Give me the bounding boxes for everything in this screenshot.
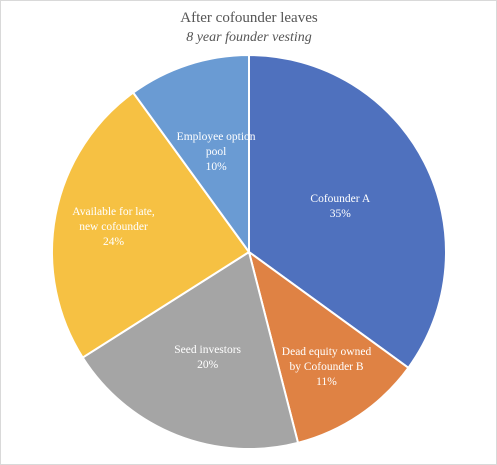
slice-label-line: 35%	[330, 208, 352, 220]
chart-title: After cofounder leaves	[180, 10, 318, 26]
pie-labels: Cofounder A 35% Dead equity owned by Cofoun…	[72, 131, 371, 388]
slice-label-seed-investors: Seed investors 20%	[174, 344, 241, 371]
pie-slice-available-for-late	[51, 91, 250, 359]
slice-label-line: 10%	[206, 161, 228, 173]
pie-slice-cofounder-a	[248, 54, 447, 369]
slice-label-line: 20%	[197, 359, 219, 371]
slice-label-line: Dead equity owned	[282, 346, 372, 358]
pie-slice-dead-equity-owned	[248, 251, 410, 444]
pie-slice-seed-investors	[81, 251, 299, 450]
slice-label-available-for-late: Available for late, new cofounder 24%	[72, 206, 155, 248]
pie-slice-employee-option	[132, 54, 250, 253]
slice-label-line: Employee option	[177, 131, 256, 143]
slice-label-line: new cofounder	[79, 221, 148, 233]
pie-slices	[51, 54, 447, 450]
slice-label-dead-equity-owned: Dead equity owned by Cofounder B 11%	[282, 346, 372, 388]
slice-label-line: 11%	[316, 376, 337, 388]
slice-label-line: 24%	[103, 236, 125, 248]
slice-label-line: Seed investors	[174, 344, 241, 356]
chart-subtitle: 8 year founder vesting	[186, 30, 312, 45]
slice-label-line: pool	[206, 146, 226, 158]
slice-label-line: Cofounder A	[310, 193, 370, 205]
slice-label-line: Available for late,	[72, 206, 155, 218]
slice-label-cofounder-a: Cofounder A 35%	[310, 193, 370, 220]
slice-label-line: by Cofounder B	[289, 361, 363, 373]
slice-label-employee-option: Employee option pool 10%	[177, 131, 256, 173]
